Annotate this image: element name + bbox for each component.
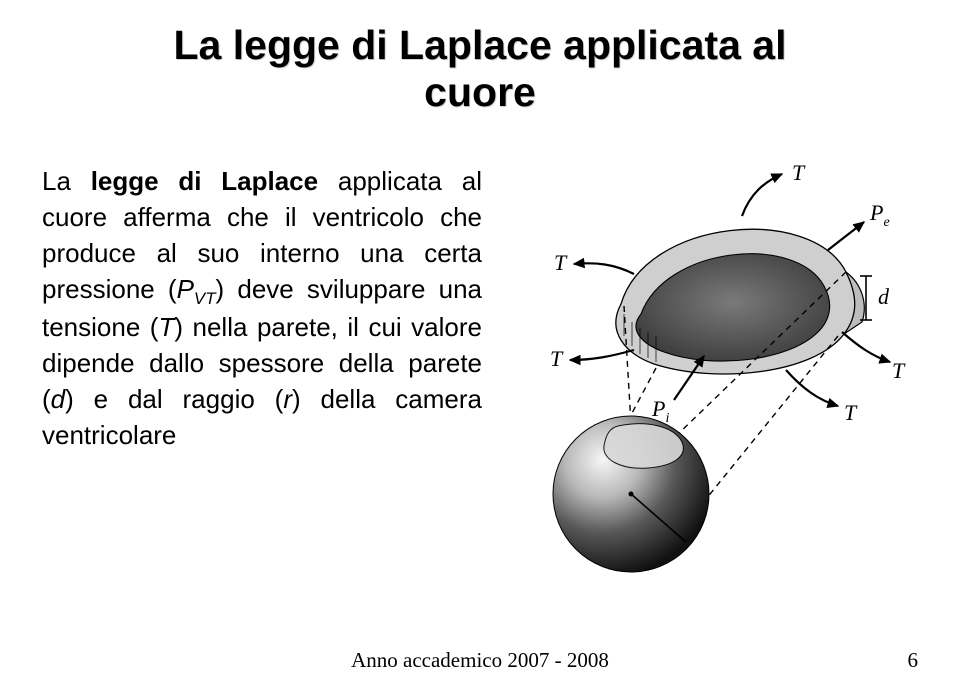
wall-segment: T T T T T Pe Pi bbox=[550, 164, 906, 426]
label-T-right: T bbox=[892, 358, 906, 383]
label-d: d bbox=[878, 284, 890, 309]
page-title: La legge di Laplace applicata al cuore bbox=[42, 22, 918, 116]
laplace-diagram: T T T T T Pe Pi bbox=[506, 164, 906, 594]
content-columns: La legge di Laplace applicata al cuore a… bbox=[42, 164, 918, 594]
body-text: La legge di Laplace applicata al cuore a… bbox=[42, 164, 482, 594]
footer-text: Anno accademico 2007 - 2008 bbox=[0, 648, 960, 673]
sphere bbox=[553, 416, 709, 572]
label-T-left: T bbox=[554, 250, 568, 275]
title-line-1: La legge di Laplace applicata al bbox=[174, 22, 787, 68]
label-T-left2: T bbox=[550, 346, 564, 371]
label-T-br: T bbox=[844, 400, 858, 425]
page-number: 6 bbox=[908, 648, 919, 673]
diagram-area: T T T T T Pe Pi bbox=[506, 164, 918, 594]
label-Pe: Pe bbox=[869, 200, 890, 230]
title-line-2: cuore bbox=[424, 69, 536, 115]
label-T-top: T bbox=[792, 164, 806, 185]
